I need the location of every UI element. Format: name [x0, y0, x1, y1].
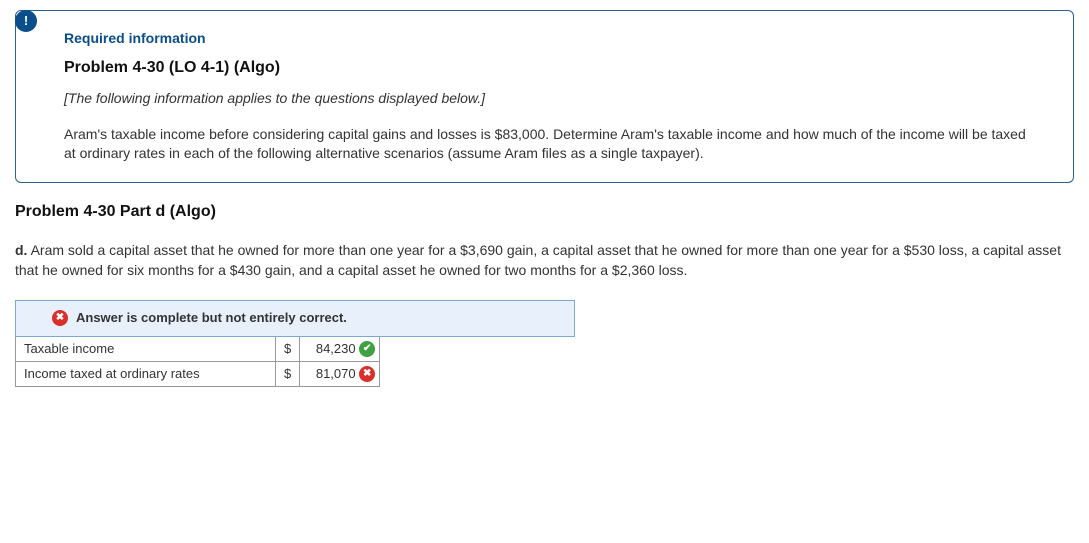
row-value: 81,070 ✖ — [300, 361, 380, 386]
scenario-text: Aram's taxable income before considering… — [64, 125, 1033, 164]
row-value: 84,230 ✔ — [300, 336, 380, 361]
feedback-wrong-icon: ✖ — [52, 310, 68, 326]
part-d-label: d. — [15, 242, 27, 258]
value-text: 84,230 — [316, 341, 356, 356]
row-label: Income taxed at ordinary rates — [16, 361, 276, 386]
info-badge-icon: ! — [15, 10, 37, 32]
part-title: Problem 4-30 Part d (Algo) — [15, 201, 1074, 223]
currency-symbol: $ — [276, 361, 300, 386]
problem-title: Problem 4-30 (LO 4-1) (Algo) — [64, 57, 1033, 79]
row-label: Taxable income — [16, 336, 276, 361]
currency-symbol: $ — [276, 336, 300, 361]
part-d-text: d. Aram sold a capital asset that he own… — [15, 241, 1074, 280]
answer-table: Taxable income $ 84,230 ✔ Income taxed a… — [15, 336, 380, 387]
required-info-label: Required information — [64, 29, 1033, 49]
cross-icon: ✖ — [359, 366, 375, 382]
required-info-box: ! Required information Problem 4-30 (LO … — [15, 10, 1074, 183]
part-d-body: Aram sold a capital asset that he owned … — [15, 242, 1061, 278]
feedback-text: Answer is complete but not entirely corr… — [76, 309, 347, 327]
applies-note: [The following information applies to th… — [64, 89, 1033, 109]
table-row: Taxable income $ 84,230 ✔ — [16, 336, 380, 361]
feedback-banner: ✖ Answer is complete but not entirely co… — [15, 300, 575, 336]
value-text: 81,070 — [316, 366, 356, 381]
table-row: Income taxed at ordinary rates $ 81,070 … — [16, 361, 380, 386]
check-icon: ✔ — [359, 341, 375, 357]
